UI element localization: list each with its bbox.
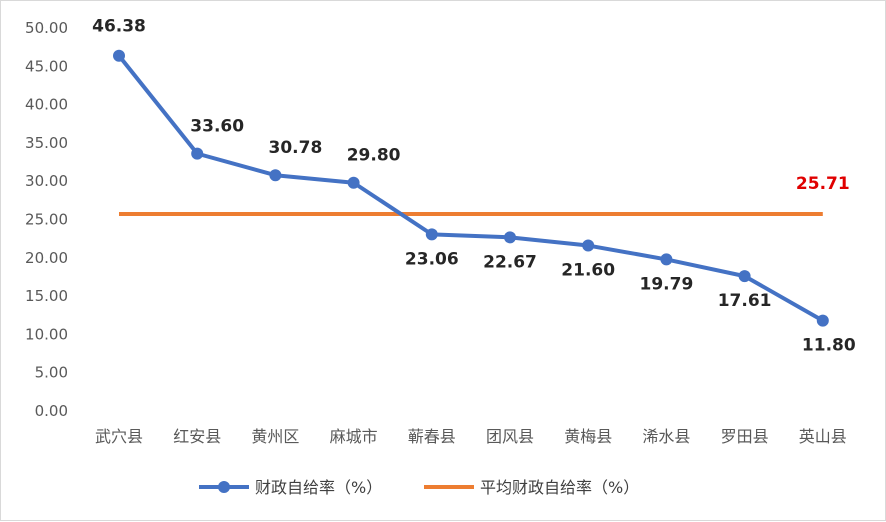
data-point	[425, 228, 438, 241]
data-point	[269, 169, 282, 182]
legend-label-average: 平均财政自给率（%）	[480, 478, 639, 497]
data-label: 29.80	[347, 146, 401, 166]
x-tick-label: 黄州区	[251, 427, 299, 446]
data-point	[347, 176, 360, 189]
data-point	[504, 231, 516, 244]
x-tick-label: 麻城市	[330, 427, 378, 446]
x-tick-label: 蕲春县	[408, 427, 456, 446]
y-tick-label: 25.00	[25, 211, 68, 229]
data-label: 11.80	[802, 336, 856, 356]
y-tick-label: 10.00	[25, 325, 68, 343]
y-tick-label: 50.00	[25, 19, 68, 37]
legend-swatch-marker	[218, 481, 230, 493]
y-tick-label: 0.00	[35, 402, 68, 420]
x-tick-label: 红安县	[173, 427, 221, 446]
data-point	[582, 239, 595, 252]
data-point	[816, 314, 829, 327]
plot-area	[113, 49, 829, 327]
x-tick-label: 浠水县	[642, 427, 690, 446]
x-tick-label: 黄梅县	[564, 427, 612, 446]
y-tick-label: 5.00	[35, 364, 68, 382]
data-label: 46.38	[92, 17, 146, 37]
average-data-label: 25.71	[796, 174, 850, 194]
data-label: 17.61	[718, 291, 772, 311]
data-label: 22.67	[483, 252, 537, 272]
x-axis: 武穴县 红安县 黄州区 麻城市 蕲春县 团风县 黄梅县 浠水县 罗田县 英山县	[95, 427, 847, 446]
data-label: 19.79	[640, 274, 694, 294]
series-line-self-sufficiency	[117, 54, 824, 323]
y-tick-label: 30.00	[25, 172, 68, 190]
y-tick-label: 35.00	[25, 134, 68, 152]
data-point	[113, 49, 125, 62]
legend: 财政自给率（%） 平均财政自给率（%）	[199, 478, 639, 497]
y-axis: 0.00 5.00 10.00 15.00 20.00 25.00 30.00 35.00 40…	[25, 19, 68, 420]
x-tick-label: 团风县	[486, 427, 534, 446]
data-label: 23.06	[405, 249, 459, 269]
y-tick-label: 20.00	[25, 249, 68, 267]
y-tick-label: 45.00	[25, 57, 68, 75]
y-tick-label: 15.00	[25, 287, 68, 305]
data-point	[660, 253, 673, 266]
data-labels: 46.38 33.60 30.78 29.80 23.06 22.67 21.60 19.79…	[92, 17, 856, 356]
y-tick-label: 40.00	[25, 96, 68, 114]
x-tick-label: 罗田县	[721, 427, 769, 446]
legend-label-self-sufficiency: 财政自给率（%）	[255, 478, 382, 497]
x-tick-label: 英山县	[799, 427, 847, 446]
data-label: 33.60	[190, 117, 244, 137]
x-tick-label: 武穴县	[95, 427, 143, 446]
data-label: 30.78	[269, 138, 323, 158]
data-point	[738, 270, 751, 283]
data-point	[191, 147, 204, 160]
data-label: 21.60	[561, 261, 615, 281]
